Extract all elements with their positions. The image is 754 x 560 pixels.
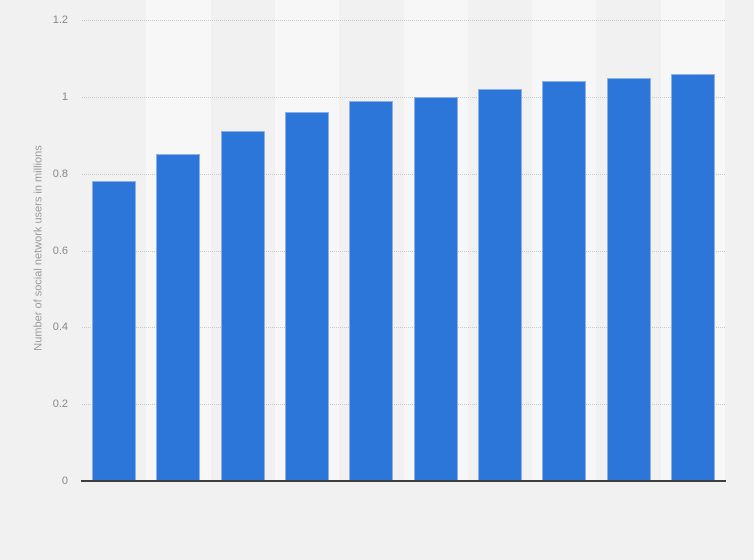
bar[interactable] [220,131,265,481]
y-tick-label: 1.2 [52,14,68,26]
y-tick-label: 0.6 [52,245,68,257]
h-gridline [82,174,725,175]
y-tick-label: 0.2 [52,398,68,410]
y-tick-label: 0.8 [52,168,68,180]
bar[interactable] [606,77,651,481]
h-gridline [82,20,725,21]
bar[interactable] [542,81,587,481]
y-tick-label: 1 [61,91,68,103]
y-tick-label: 0.4 [52,321,68,333]
bar[interactable] [413,96,458,481]
bar[interactable] [477,89,522,481]
x-axis-line [81,480,726,482]
h-gridline [82,97,725,98]
bar[interactable] [92,181,137,481]
bar[interactable] [156,154,201,481]
bar[interactable] [670,73,715,481]
h-gridline [82,327,725,328]
bar[interactable] [285,112,330,481]
y-tick-label: 0 [61,475,68,487]
h-gridline [82,251,725,252]
h-gridline [82,404,725,405]
bar[interactable] [349,100,394,481]
